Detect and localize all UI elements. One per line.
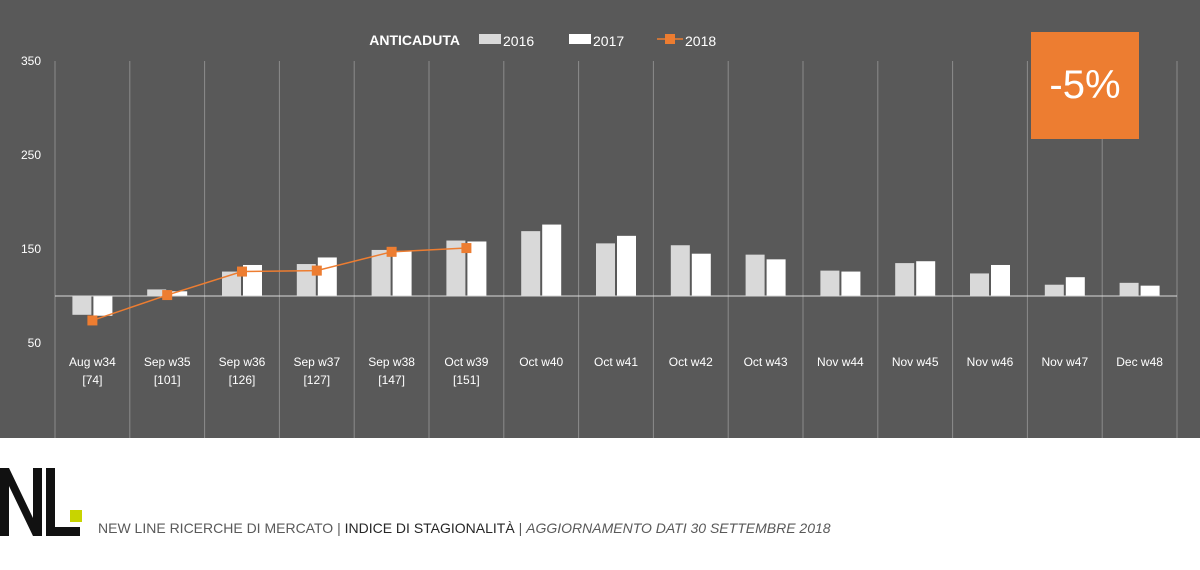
bar-2017	[168, 291, 188, 296]
x-tick-label: Oct w43	[744, 355, 788, 369]
bar-2017	[841, 271, 861, 296]
x-tick-sublabel: [147]	[378, 373, 405, 387]
chart-canvas: 50 150 250 350 Aug w34 [74] Sep w35 [101] Sep w3…	[21, 32, 1178, 438]
logo-l-glyph	[46, 468, 80, 536]
legend-label-2018: 2018	[685, 33, 716, 49]
y-tick-label: 350	[21, 54, 41, 68]
x-tick-sublabel: [127]	[303, 373, 330, 387]
x-tick-label: Sep w38	[368, 355, 415, 369]
footer-update: AGGIORNAMENTO DATI 30 SETTEMBRE 2018	[526, 520, 831, 536]
footer	[0, 438, 1200, 570]
point-2018	[87, 315, 98, 326]
series-line-2018	[92, 247, 467, 322]
x-tick-label: Nov w44	[817, 355, 864, 369]
bar-2017	[317, 257, 337, 296]
x-tick-label: Dec w48	[1116, 355, 1163, 369]
bar-2016	[446, 240, 466, 296]
x-tick-label: Sep w37	[293, 355, 340, 369]
bar-2017	[916, 261, 936, 296]
bar-2017	[766, 259, 786, 296]
bar-2017	[392, 250, 412, 296]
x-tick-sublabel: [101]	[154, 373, 181, 387]
y-tick-label: 50	[28, 336, 42, 350]
footer-index-label: INDICE DI STAGIONALITÀ	[344, 520, 515, 536]
x-tick-sublabel: [126]	[229, 373, 256, 387]
footer-caption: NEW LINE RICERCHE DI MERCATO | INDICE DI…	[98, 520, 831, 536]
bar-2016	[670, 245, 690, 296]
bar-2016	[895, 263, 915, 296]
bar-2016	[222, 271, 241, 296]
bar-2016	[147, 289, 167, 296]
bar-2017	[1065, 277, 1085, 296]
change-badge-value: -5%	[1049, 63, 1121, 107]
bar-2017	[243, 264, 262, 296]
x-tick-label: Aug w34	[69, 355, 116, 369]
x-tick-label: Oct w41	[594, 355, 638, 369]
point-2018	[311, 265, 322, 276]
x-tick-label: Sep w36	[219, 355, 266, 369]
x-tick-label: Oct w39	[444, 355, 488, 369]
legend-marker-2018	[665, 34, 675, 44]
chart-title: ANTICADUTA	[369, 32, 460, 48]
x-tick-label: Sep w35	[144, 355, 191, 369]
point-2018	[237, 266, 247, 277]
bar-2016	[371, 249, 391, 296]
y-tick-label: 150	[21, 242, 41, 256]
x-tick-label: Nov w47	[1041, 355, 1088, 369]
legend-label-2017: 2017	[593, 33, 624, 49]
bar-2016	[596, 243, 615, 296]
chart-panel: 50 150 250 350 Aug w34 [74] Sep w35 [101] Sep w3…	[0, 0, 1200, 438]
bar-2017	[691, 253, 711, 296]
bar-2016	[72, 296, 92, 315]
bar-2016	[1044, 284, 1064, 296]
x-tick-label: Oct w40	[519, 355, 563, 369]
footer-separator-1: |	[337, 520, 341, 536]
x-tick-sublabel: [151]	[453, 373, 480, 387]
point-2018	[162, 290, 173, 301]
bar-2017	[542, 224, 562, 296]
logo-n-glyph	[0, 468, 42, 536]
footer-company: NEW LINE RICERCHE DI MERCATO	[98, 520, 334, 536]
legend-label-2016: 2016	[503, 33, 534, 49]
footer-separator-2: |	[518, 520, 523, 536]
change-badge: -5%	[1031, 32, 1139, 139]
bar-2017	[991, 264, 1010, 296]
x-tick-label: Nov w46	[967, 355, 1014, 369]
bar-2017	[1140, 285, 1160, 296]
logo-accent-square	[70, 510, 82, 522]
bar-2017	[467, 241, 487, 296]
nl-logo	[0, 468, 84, 536]
bar-2017	[617, 235, 636, 296]
bar-2016	[745, 254, 765, 296]
bar-2016	[970, 273, 989, 296]
x-tick-sublabel: [74]	[82, 373, 102, 387]
legend-swatch-2017	[569, 34, 591, 44]
bar-2016	[1119, 282, 1139, 296]
bar-2016	[521, 231, 541, 296]
x-tick-label: Oct w42	[669, 355, 713, 369]
legend-swatch-2016	[479, 34, 501, 44]
bar-2016	[296, 264, 316, 296]
point-2018	[386, 246, 397, 257]
point-2018	[461, 243, 472, 254]
x-tick-label: Nov w45	[892, 355, 939, 369]
bar-2016	[820, 270, 840, 296]
y-tick-label: 250	[21, 148, 41, 162]
bar-2017	[93, 296, 113, 316]
